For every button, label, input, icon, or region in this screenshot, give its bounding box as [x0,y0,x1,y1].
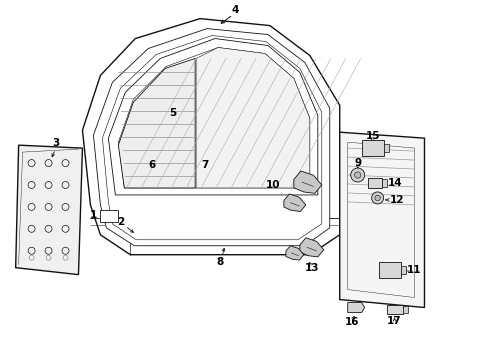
Polygon shape [196,48,310,188]
Text: 15: 15 [366,131,380,141]
Polygon shape [387,305,403,315]
Text: 11: 11 [407,265,422,275]
Circle shape [375,195,380,201]
Polygon shape [119,58,195,188]
Polygon shape [340,132,424,307]
Polygon shape [403,306,408,314]
Text: 12: 12 [390,195,404,205]
Text: 14: 14 [388,178,402,188]
Text: 17: 17 [387,316,402,327]
Polygon shape [108,39,318,195]
Polygon shape [102,36,322,240]
Polygon shape [348,302,365,312]
Text: 3: 3 [52,138,59,148]
Polygon shape [100,210,119,222]
Text: 10: 10 [266,180,280,190]
Circle shape [351,168,365,182]
Polygon shape [94,28,330,246]
Text: 7: 7 [201,160,209,170]
Polygon shape [119,48,310,188]
Text: 2: 2 [117,217,124,227]
Polygon shape [286,246,304,260]
Text: 16: 16 [344,318,359,328]
Text: 6: 6 [148,160,156,170]
Polygon shape [384,144,389,152]
Text: 5: 5 [170,108,177,118]
Polygon shape [400,266,406,274]
Polygon shape [284,194,306,211]
Text: 4: 4 [231,5,239,15]
Text: 8: 8 [217,257,224,267]
Polygon shape [82,19,340,255]
Polygon shape [379,262,400,278]
Text: 9: 9 [354,158,361,168]
Polygon shape [16,145,82,275]
Text: 13: 13 [305,263,319,273]
Text: 1: 1 [90,210,97,220]
Polygon shape [368,178,382,188]
Polygon shape [294,171,322,193]
Polygon shape [362,140,384,156]
Circle shape [371,192,384,204]
Polygon shape [300,238,324,257]
Circle shape [355,172,361,178]
Polygon shape [382,179,387,187]
